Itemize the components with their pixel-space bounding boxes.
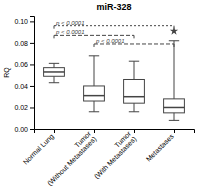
- y-axis-title: RQ: [3, 67, 11, 78]
- y-tick-mark: [30, 64, 34, 65]
- x-tick-label: Tumor(Without Metastases): [40, 129, 98, 187]
- cap-low: [49, 82, 59, 83]
- box-body: [124, 79, 145, 103]
- x-tick: Tumor(Without Metastases): [40, 129, 98, 188]
- chart-container: 0.000.020.040.060.080.10Normal LungTumor…: [0, 0, 200, 193]
- x-tick: Metastases: [145, 129, 176, 163]
- median: [164, 107, 185, 109]
- y-tick-mark: [30, 129, 34, 130]
- x-axis-line: [35, 130, 195, 134]
- box-body: [164, 99, 185, 113]
- box: [124, 61, 145, 112]
- cap-high: [49, 63, 59, 64]
- significance-end: [54, 35, 55, 38]
- plot-area: [44, 26, 185, 121]
- cap-high: [129, 61, 139, 62]
- y-tick: 0.08: [14, 40, 34, 47]
- y-tick: 0.00: [14, 126, 34, 133]
- box: [164, 27, 185, 121]
- significance-end: [94, 44, 95, 47]
- x-tick: Tumor(With Metastases): [87, 129, 138, 181]
- chart: 0.000.020.040.060.080.10Normal LungTumor…: [0, 0, 200, 193]
- whisker-low: [134, 103, 135, 112]
- y-tick-label: 0.00: [14, 126, 28, 133]
- significance-label: p < 0.0001: [55, 20, 85, 26]
- y-axis: 0.00 0.02 0.04 0.06 0.08 0.10: [14, 17, 34, 133]
- y-tick: 0.06: [14, 61, 34, 68]
- cap-low: [89, 111, 99, 112]
- significance-bracket: [94, 44, 174, 47]
- whisker-high: [134, 61, 135, 79]
- y-tick: 0.02: [14, 104, 34, 111]
- significance-label: p < 0.0001: [95, 38, 125, 44]
- whisker-low: [54, 76, 55, 82]
- cap-high: [89, 55, 99, 56]
- y-tick-label: 0.06: [14, 61, 28, 68]
- box-body: [44, 68, 65, 77]
- x-tick-label: Metastases: [145, 132, 176, 163]
- y-axis-line: [30, 17, 35, 130]
- x-tick-label-line: (Without Metastases): [46, 135, 98, 187]
- x-axis: Normal LungTumor(Without Metastases)Tumo…: [22, 129, 195, 188]
- median: [124, 96, 145, 98]
- box-body: [84, 86, 105, 101]
- y-tick-label: 0.04: [14, 83, 28, 90]
- significance-end: [174, 26, 175, 29]
- whisker-low: [94, 101, 95, 112]
- significance-end: [174, 44, 175, 47]
- significance-end: [134, 35, 135, 38]
- y-tick-label: 0.08: [14, 40, 28, 47]
- flier: [170, 27, 178, 35]
- significance-label: p < 0.0001: [55, 29, 85, 35]
- title: miR-328: [96, 2, 131, 12]
- x-tick-label-line: Metastases: [145, 132, 176, 163]
- median: [84, 95, 105, 97]
- y-tick: 0.04: [14, 83, 34, 90]
- box: [84, 56, 105, 112]
- whisker-low: [174, 113, 175, 121]
- cap-low: [129, 111, 139, 112]
- x-tick: Normal Lung: [22, 129, 56, 166]
- x-tick-mark: [134, 129, 135, 133]
- whisker-high: [94, 56, 95, 86]
- y-tick-mark: [30, 43, 34, 44]
- x-tick-label-line: (With Metastases): [93, 135, 139, 181]
- cap-high: [169, 40, 179, 41]
- significance-labels: p < 0.0001 p < 0.0001 p < 0.0001: [55, 20, 125, 44]
- x-tick-mark: [94, 129, 95, 133]
- y-tick-mark: [30, 21, 34, 22]
- y-tick-label: 0.10: [14, 18, 28, 25]
- x-tick-mark: [54, 129, 55, 133]
- x-tick-mark: [174, 129, 175, 133]
- y-tick-label: 0.02: [14, 104, 28, 111]
- cap-low: [169, 120, 179, 121]
- x-tick-label: Tumor(With Metastases): [87, 129, 138, 180]
- significance-bracket: [54, 26, 174, 29]
- median: [44, 71, 65, 73]
- x-tick-label: Normal Lung: [22, 132, 56, 166]
- y-tick-mark: [30, 86, 34, 87]
- whisker-high: [54, 63, 55, 67]
- box: [44, 63, 65, 82]
- y-tick-mark: [30, 107, 34, 108]
- x-tick-label-line: Normal Lung: [22, 132, 56, 166]
- y-tick: 0.10: [14, 18, 34, 25]
- significance-end: [54, 26, 55, 29]
- whisker-high: [174, 41, 175, 99]
